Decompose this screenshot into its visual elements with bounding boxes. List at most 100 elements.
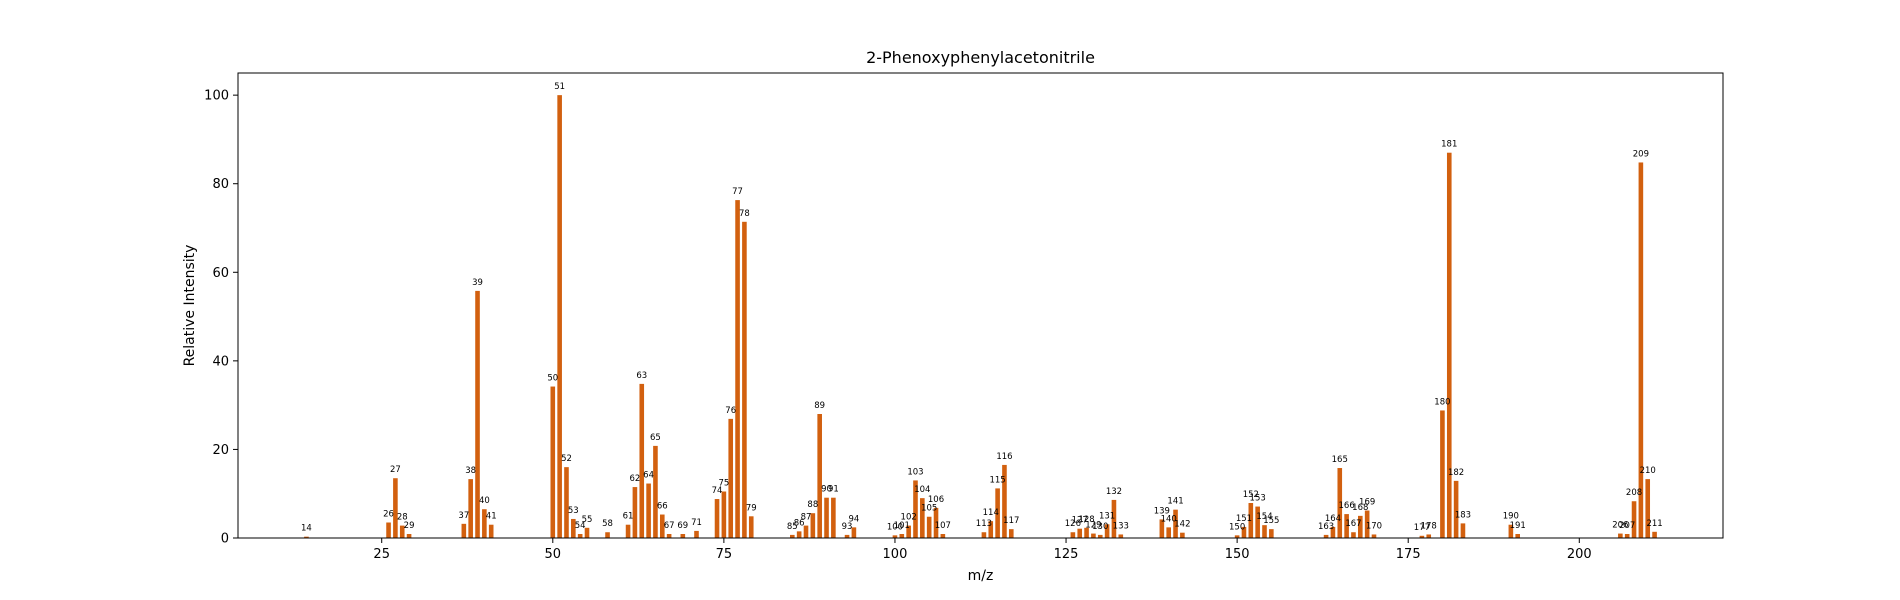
bar-mz-164 bbox=[1330, 526, 1336, 538]
bar-mz-93 bbox=[844, 534, 850, 538]
peak-label-61: 61 bbox=[623, 512, 634, 522]
peak-label-131: 131 bbox=[1099, 511, 1115, 521]
bar-mz-27 bbox=[393, 478, 398, 538]
bar-mz-142 bbox=[1180, 532, 1185, 538]
bar-mz-71 bbox=[694, 530, 699, 538]
x-tick-label: 125 bbox=[1054, 547, 1079, 562]
y-tick-label: 60 bbox=[212, 266, 229, 281]
peak-label-154: 154 bbox=[1256, 512, 1272, 522]
peak-label-114: 114 bbox=[983, 508, 999, 518]
peak-label-140: 140 bbox=[1161, 514, 1177, 524]
bar-mz-211 bbox=[1652, 531, 1657, 538]
bar-mz-37 bbox=[461, 523, 467, 538]
peak-label-78: 78 bbox=[739, 209, 750, 219]
bar-mz-152 bbox=[1248, 503, 1254, 538]
y-tick-label: 0 bbox=[221, 532, 229, 547]
bar-mz-139 bbox=[1159, 519, 1165, 538]
bar-mz-64 bbox=[646, 483, 651, 538]
peak-label-53: 53 bbox=[568, 506, 579, 516]
peak-label-41: 41 bbox=[486, 512, 497, 522]
x-tick-label: 75 bbox=[716, 547, 733, 562]
peak-label-167: 167 bbox=[1345, 519, 1361, 529]
bar-mz-39 bbox=[475, 290, 480, 538]
bar-mz-190 bbox=[1508, 524, 1514, 538]
peak-label-100: 100 bbox=[887, 522, 903, 532]
peak-label-29: 29 bbox=[404, 521, 415, 531]
peak-label-141: 141 bbox=[1167, 497, 1183, 507]
bar-mz-58 bbox=[605, 532, 610, 538]
bar-mz-66 bbox=[659, 514, 665, 538]
peak-label-177: 177 bbox=[1414, 523, 1430, 533]
peak-label-207: 207 bbox=[1619, 521, 1635, 531]
bar-mz-78 bbox=[742, 221, 747, 539]
bar-mz-182 bbox=[1453, 480, 1459, 538]
y-tick-label: 40 bbox=[212, 354, 229, 369]
bar-mz-163 bbox=[1323, 534, 1329, 538]
bar-mz-208 bbox=[1631, 501, 1637, 538]
peak-label-208: 208 bbox=[1626, 488, 1642, 498]
bar-mz-52 bbox=[564, 467, 569, 538]
axes-frame bbox=[237, 72, 1724, 539]
peak-label-67: 67 bbox=[664, 521, 675, 531]
peak-label-170: 170 bbox=[1366, 521, 1382, 531]
bar-mz-26 bbox=[386, 522, 391, 538]
peak-label-69: 69 bbox=[677, 521, 688, 531]
bar-mz-88 bbox=[810, 513, 816, 538]
peak-label-101: 101 bbox=[894, 521, 910, 531]
peak-label-62: 62 bbox=[629, 474, 640, 484]
bar-mz-94 bbox=[851, 527, 857, 538]
bar-mz-170 bbox=[1371, 534, 1377, 538]
bar-mz-130 bbox=[1097, 534, 1103, 538]
bar-mz-168 bbox=[1358, 515, 1363, 538]
peak-label-130: 130 bbox=[1092, 522, 1108, 532]
bar-mz-133 bbox=[1118, 534, 1124, 538]
x-axis-ticks: 25 50 75 100 125 150 175 200 bbox=[373, 538, 1592, 562]
bar-mz-126 bbox=[1070, 532, 1076, 538]
bar-mz-38 bbox=[468, 479, 473, 538]
bar-mz-113 bbox=[981, 532, 987, 538]
bar-mz-53 bbox=[571, 518, 576, 538]
peak-label-165: 165 bbox=[1332, 455, 1348, 465]
bar-mz-165 bbox=[1337, 468, 1343, 538]
peak-label-139: 139 bbox=[1154, 506, 1170, 516]
bar-mz-116 bbox=[1002, 464, 1007, 538]
peak-label-52: 52 bbox=[561, 454, 572, 464]
peak-label-191: 191 bbox=[1510, 521, 1526, 531]
peak-label-74: 74 bbox=[712, 486, 723, 496]
bar-mz-79 bbox=[748, 516, 754, 538]
peak-label-88: 88 bbox=[807, 500, 818, 510]
bar-mz-41 bbox=[488, 524, 494, 538]
bar-mz-54 bbox=[577, 534, 583, 538]
bar-mz-14 bbox=[304, 536, 309, 538]
peak-label-64: 64 bbox=[643, 471, 654, 481]
bar-mz-69 bbox=[680, 534, 686, 538]
peak-label-85: 85 bbox=[787, 522, 798, 532]
x-axis-label: m/z bbox=[968, 568, 994, 584]
peak-label-183: 183 bbox=[1455, 510, 1471, 520]
bar-mz-206 bbox=[1618, 533, 1623, 538]
bar-mz-29 bbox=[406, 534, 412, 538]
peak-label-90: 90 bbox=[821, 485, 832, 495]
peak-label-37: 37 bbox=[458, 511, 469, 521]
y-tick-label: 20 bbox=[212, 443, 229, 458]
bar-mz-117 bbox=[1008, 529, 1014, 538]
peak-label-89: 89 bbox=[814, 401, 825, 411]
bar-mz-65 bbox=[653, 445, 658, 538]
y-tick-label: 80 bbox=[212, 177, 229, 192]
x-tick-label: 25 bbox=[373, 547, 390, 562]
bar-mz-115 bbox=[995, 488, 1000, 538]
y-axis-label: Relative Intensity bbox=[182, 245, 198, 367]
peak-label-106: 106 bbox=[928, 495, 944, 505]
peak-label-211: 211 bbox=[1646, 519, 1662, 529]
peak-label-66: 66 bbox=[657, 502, 668, 512]
peak-label-133: 133 bbox=[1113, 521, 1129, 531]
peak-label-181: 181 bbox=[1441, 140, 1457, 150]
peak-label-126: 126 bbox=[1065, 519, 1081, 529]
bar-mz-153 bbox=[1255, 506, 1260, 538]
peak-label-94: 94 bbox=[848, 514, 859, 524]
peak-label-178: 178 bbox=[1421, 521, 1437, 531]
bar-mz-85 bbox=[790, 534, 795, 538]
bar-mz-178 bbox=[1426, 534, 1432, 538]
